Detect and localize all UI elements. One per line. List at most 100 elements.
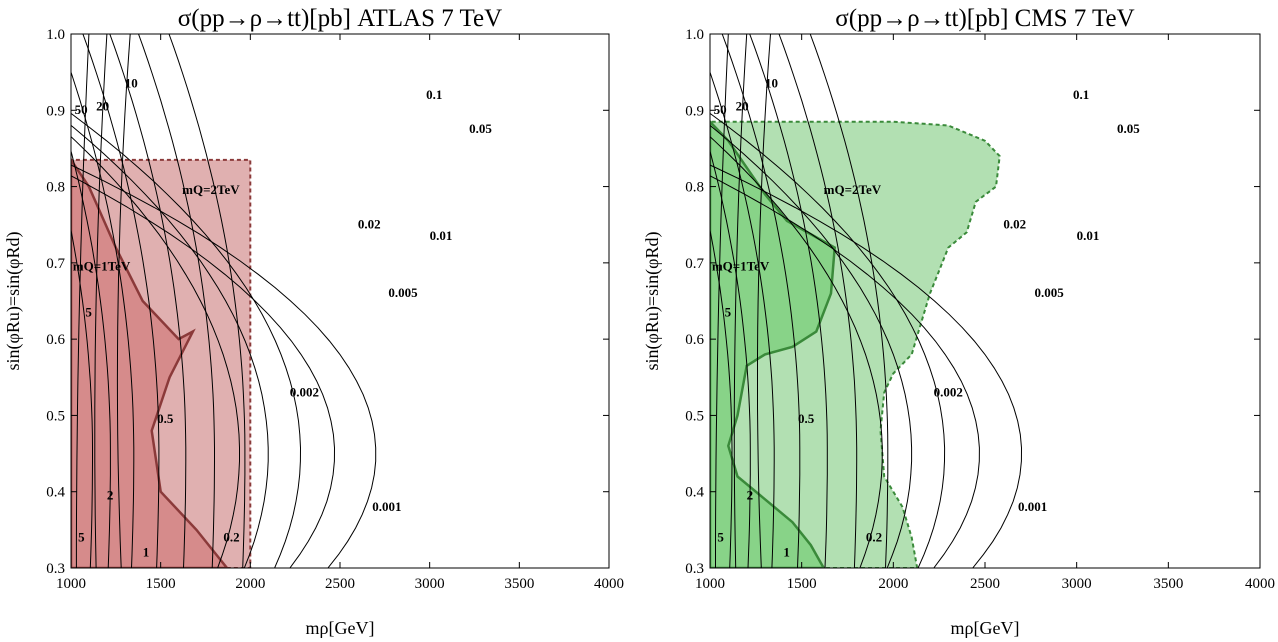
contour-line [710,149,751,568]
contour-label: 5 [717,529,724,544]
contour-line [710,124,913,568]
y-tick-label: 0.4 [46,485,65,501]
contour-label: 0.005 [1035,285,1065,300]
contour-line [749,34,828,568]
contour-line [71,124,269,568]
contour-label: 0.001 [372,499,401,514]
y-axis-label: sin(φRu)=sin(φRd) [3,232,24,371]
contour-line [778,34,858,568]
contour-label: 0.1 [1073,87,1089,102]
y-tick-label: 0.6 [46,332,65,348]
contour-line [710,136,883,568]
contour-label: 5 [725,304,732,319]
y-tick-label: 0.3 [46,561,65,577]
contour-label: 50 [714,102,727,117]
contour-label: 0.1 [426,87,442,102]
contour-label: 0.01 [430,228,453,243]
region-label: mQ=2TeV [824,182,882,197]
y-tick-label: 0.7 [685,256,704,272]
plot-area [710,34,1023,568]
region-label: mQ=1TeV [712,258,770,273]
contour-line [94,34,108,568]
contour-line [71,149,111,568]
y-tick-label: 0.7 [46,256,65,272]
contour-line [710,164,1023,568]
contour-label: 0.05 [1117,121,1140,136]
contour-label: 0.2 [866,529,882,544]
atlas-panel: 1000 1500 2000 2500 3000 3500 4000 0.3 0.4 0.5 0.6… [3,5,624,638]
x-tick-label: 2500 [325,576,355,592]
contour-label: 1 [783,545,790,560]
x-tick-label: 4000 [594,576,624,592]
contour-label: 0.005 [388,285,418,300]
contour-line [71,136,240,568]
contour-label: 20 [736,98,749,113]
y-tick-label: 0.3 [685,561,704,577]
contour-line [710,227,733,568]
contour-line [75,34,90,568]
contour-line [721,34,801,568]
y-tick-label: 1.0 [685,27,704,43]
y-tick-label: 0.4 [685,485,704,501]
contour-line [71,175,336,568]
x-tick-label: 2000 [878,576,908,592]
y-tick-label: 0.5 [685,408,704,424]
contour-label: 0.5 [798,411,815,426]
contour-label: 0.001 [1018,499,1047,514]
contour-label: 10 [125,75,138,90]
contour-line [168,34,246,568]
contour-label: 50 [75,102,88,117]
x-tick-label: 3000 [415,576,445,592]
contour-label: 0.01 [1077,228,1100,243]
contour-line [715,34,729,568]
y-tick-label: 1.0 [46,27,65,43]
plot-area [71,34,377,568]
contour-label: 5 [78,529,85,544]
contour-line [71,70,135,568]
exclusion-region-mq1tev [710,119,837,568]
contour-label: 0.002 [290,384,319,399]
contour-line [109,34,187,568]
y-tick-label: 0.5 [46,408,65,424]
x-tick-label: 3000 [1062,576,1092,592]
contour-line [71,227,93,568]
contour-label: 2 [107,487,114,502]
contour-label: 10 [765,75,778,90]
contour-label: 0.002 [934,384,963,399]
cms-panel: 1000 1500 2000 2500 3000 3500 4000 0.3 0.4 0.5 0.6… [642,5,1275,638]
x-tick-label: 1000 [695,576,725,592]
contour-label: 20 [96,98,109,113]
y-tick-label: 0.9 [685,103,704,119]
contour-label: 0.2 [223,529,239,544]
y-axis-label: sin(φRu)=sin(φRd) [642,232,663,371]
x-tick-label: 4000 [1245,576,1275,592]
y-tick-label: 0.9 [46,103,65,119]
contour-label: 5 [85,304,92,319]
x-tick-label: 1000 [56,576,86,592]
contour-line [82,34,160,568]
y-tick-label: 0.6 [685,332,704,348]
contour-line [138,34,215,568]
x-tick-label: 2500 [970,576,1000,592]
contour-label: 0.5 [157,411,174,426]
region-label: mQ=1TeV [73,258,131,273]
contour-line [733,34,748,568]
contour-label: 1 [143,545,150,560]
contour-label: 0.05 [469,121,492,136]
contour-line [710,175,980,568]
y-tick-label: 0.8 [685,180,704,196]
contour-label: 0.02 [358,217,381,232]
contour-line [757,34,771,568]
x-tick-label: 2000 [235,576,265,592]
x-axis-label: mρ[GeV] [951,618,1020,638]
contour-label: 2 [747,487,754,502]
contour-line [71,164,377,568]
contour-line [710,70,775,568]
contour-line [809,34,889,568]
contour-label: 0.02 [1003,217,1026,232]
x-tick-label: 1500 [146,576,176,592]
chart-title: σ(pp→ρ→tt)[pb] ATLAS 7 TeV [178,5,502,32]
chart-title: σ(pp→ρ→tt)[pb] CMS 7 TeV [835,5,1134,32]
x-tick-label: 3500 [1153,576,1183,592]
